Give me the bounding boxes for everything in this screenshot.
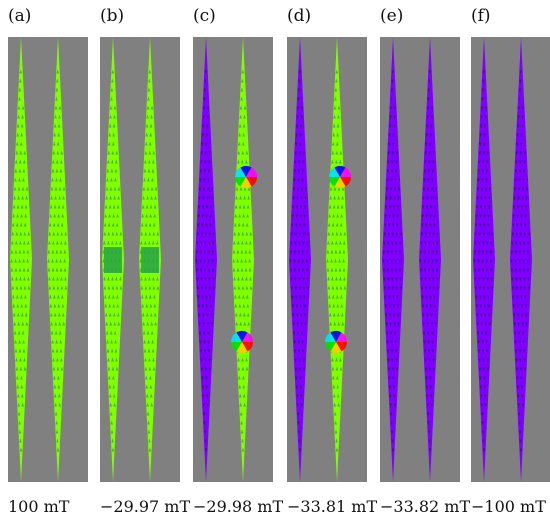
vortex — [329, 166, 351, 188]
field-value-label: −33.81 mT — [287, 497, 378, 516]
panel-label: (d) — [287, 6, 312, 26]
field-value-label: 100 mT — [8, 497, 70, 516]
magnetic-element — [473, 37, 495, 482]
magnetization-map — [287, 37, 367, 482]
panel-f: (f) −100 mT — [471, 0, 550, 524]
panel-label: (b) — [100, 6, 125, 26]
magnetization-map — [100, 37, 180, 482]
field-value-label: −100 mT — [471, 497, 546, 516]
element-body — [47, 37, 69, 482]
element-body — [326, 37, 348, 482]
vortex — [235, 166, 257, 188]
domain-wall — [104, 247, 122, 273]
domain-wall — [141, 247, 159, 273]
element-body — [473, 37, 495, 482]
panel-label: (e) — [380, 6, 404, 26]
magnetic-element — [10, 37, 32, 482]
magnetic-element — [289, 37, 311, 482]
magnetic-element — [139, 37, 161, 482]
magnetic-element — [231, 37, 257, 482]
panel-e: (e) −33.82 mT — [380, 0, 471, 524]
magnetic-element — [510, 37, 532, 482]
magnetization-map — [8, 37, 88, 482]
panel-b: (b) −29.97 mT — [100, 0, 191, 524]
vortex — [231, 331, 253, 353]
panel-label: (f) — [471, 6, 491, 26]
element-body — [195, 37, 217, 482]
panel-label: (a) — [8, 6, 32, 26]
panel-c: (c) −29.98 mT — [193, 0, 284, 524]
panel-label: (c) — [193, 6, 216, 26]
vortex — [325, 331, 347, 353]
magnetization-map — [471, 37, 550, 482]
panel-a: (a) 100 mT — [8, 0, 96, 524]
magnetization-map — [193, 37, 273, 482]
element-body — [510, 37, 532, 482]
field-value-label: −29.97 mT — [100, 497, 191, 516]
element-body — [289, 37, 311, 482]
magnetization-map — [380, 37, 460, 482]
magnetic-element — [47, 37, 69, 482]
panel-d: (d) −33.81 mT — [287, 0, 378, 524]
magnetic-element — [419, 37, 441, 482]
magnetic-element — [195, 37, 217, 482]
element-body — [10, 37, 32, 482]
magnetic-element — [102, 37, 124, 482]
magnetic-element — [382, 37, 404, 482]
field-value-label: −29.98 mT — [193, 497, 284, 516]
field-value-label: −33.82 mT — [380, 497, 471, 516]
magnetic-element — [325, 37, 351, 482]
element-body — [419, 37, 441, 482]
element-body — [382, 37, 404, 482]
element-body — [232, 37, 254, 482]
